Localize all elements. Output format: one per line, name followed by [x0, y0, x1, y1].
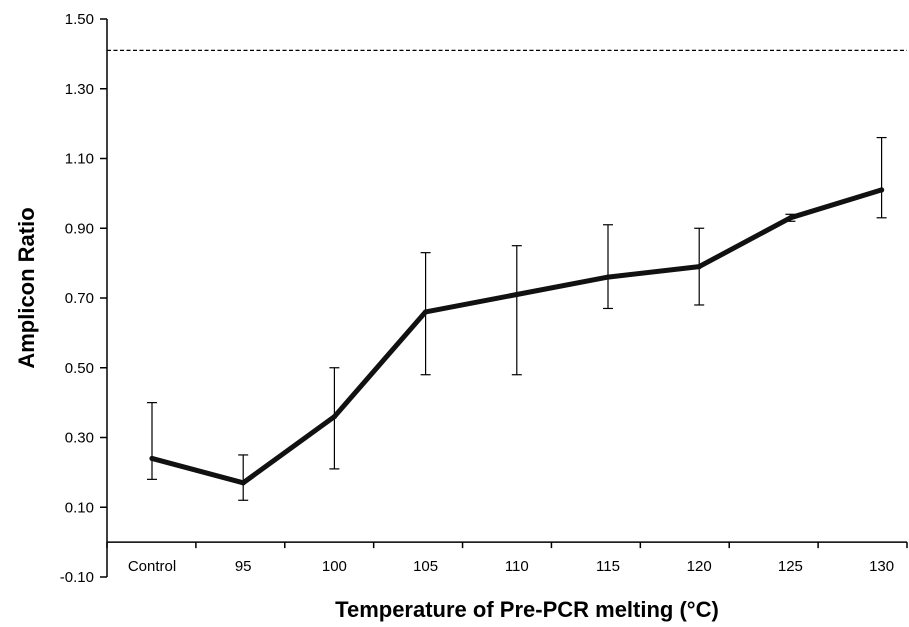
- y-tick-label: 0.30: [65, 430, 94, 447]
- series-group: [149, 187, 885, 486]
- y-tick-label: 1.50: [65, 11, 94, 28]
- x-tick-label: 115: [596, 558, 620, 575]
- data-point: [149, 455, 155, 462]
- y-tick-label: 1.10: [65, 151, 94, 168]
- error-bars: [147, 136, 887, 501]
- y-axis-title: Amplicon Ratio: [14, 207, 39, 368]
- data-point: [879, 187, 885, 193]
- x-tick-label: 130: [869, 558, 894, 575]
- data-point: [787, 215, 794, 221]
- data-point: [240, 480, 246, 486]
- x-tick-label: 110: [505, 558, 529, 575]
- x-tick-label: 125: [778, 558, 803, 575]
- x-tick-label: 105: [413, 558, 438, 575]
- data-point: [696, 264, 702, 270]
- y-tick-label: -0.10: [60, 569, 94, 586]
- x-axis-title: Temperature of Pre-PCR melting (°C): [335, 597, 719, 622]
- x-tick-label: Control: [128, 558, 176, 575]
- x-tick-label: 100: [322, 558, 347, 575]
- data-point: [331, 413, 337, 420]
- y-tick-label: 0.70: [65, 290, 94, 307]
- data-point: [605, 274, 611, 280]
- y-tick-label: 0.10: [65, 499, 94, 516]
- x-tick-label: 120: [687, 558, 712, 575]
- y-tick-label: 1.30: [65, 81, 94, 98]
- data-point: [423, 309, 429, 315]
- y-axis: -0.10 0.10 0.30 0.50 0.70 0.90 1.10 1.30 1.50: [60, 11, 108, 586]
- y-tick-label: 0.50: [65, 360, 94, 377]
- data-point: [514, 291, 520, 298]
- x-tick-label: 95: [235, 558, 252, 575]
- x-axis: Control 95 100 105 110 115 120 125 130: [106, 541, 908, 575]
- y-tick-label: 0.90: [65, 220, 94, 237]
